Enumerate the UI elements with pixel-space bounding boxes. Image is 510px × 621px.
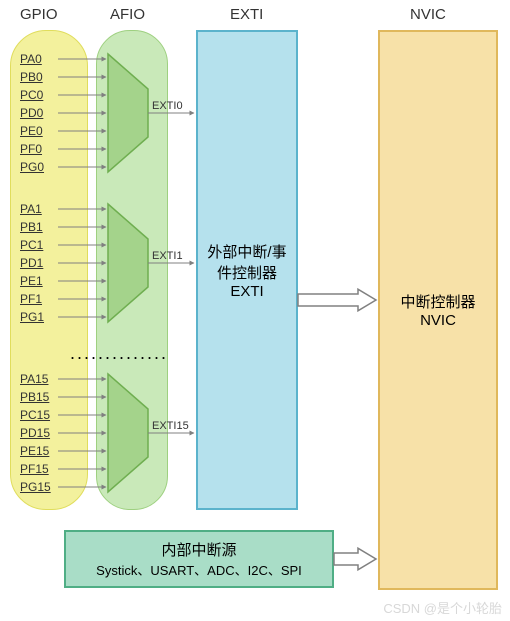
exti-box: 外部中断/事 件控制器 EXTI bbox=[196, 30, 298, 510]
pin-label: PC0 bbox=[20, 86, 80, 104]
nvic-line2: NVIC bbox=[380, 312, 496, 329]
pin-label: PE1 bbox=[20, 272, 80, 290]
pin-label: PG15 bbox=[20, 478, 80, 496]
internal-box: 内部中断源 Systick、USART、ADC、I2C、SPI bbox=[64, 530, 334, 588]
pin-label: PE0 bbox=[20, 122, 80, 140]
pin-label: PF0 bbox=[20, 140, 80, 158]
header-exti: EXTI bbox=[230, 6, 263, 23]
internal-line1: 内部中断源 bbox=[66, 539, 332, 560]
pin-label: PE15 bbox=[20, 442, 80, 460]
exti-line-label: EXTI0 bbox=[152, 100, 183, 112]
exti-line-label: EXTI15 bbox=[152, 420, 189, 432]
pin-label: PC1 bbox=[20, 236, 80, 254]
pin-label: PD0 bbox=[20, 104, 80, 122]
pin-group-0: PA0PB0PC0PD0PE0PF0PG0 bbox=[20, 50, 80, 176]
pin-label: PA1 bbox=[20, 200, 80, 218]
pin-label: PG0 bbox=[20, 158, 80, 176]
pin-label: PB0 bbox=[20, 68, 80, 86]
pin-label: PA0 bbox=[20, 50, 80, 68]
pin-group-2: PA15PB15PC15PD15PE15PF15PG15 bbox=[20, 370, 80, 496]
pin-label: PB1 bbox=[20, 218, 80, 236]
exti-line2: 件控制器 bbox=[198, 262, 296, 283]
ellipsis-dots: .............. bbox=[70, 343, 168, 364]
internal-line2: Systick、USART、ADC、I2C、SPI bbox=[66, 560, 332, 579]
header-afio: AFIO bbox=[110, 6, 145, 23]
pin-label: PC15 bbox=[20, 406, 80, 424]
exti-line1: 外部中断/事 bbox=[198, 241, 296, 262]
pin-label: PB15 bbox=[20, 388, 80, 406]
pin-label: PF1 bbox=[20, 290, 80, 308]
exti-line-label: EXTI1 bbox=[152, 250, 183, 262]
pin-group-1: PA1PB1PC1PD1PE1PF1PG1 bbox=[20, 200, 80, 326]
exti-line3: EXTI bbox=[198, 283, 296, 300]
nvic-line1: 中断控制器 bbox=[380, 291, 496, 312]
pin-label: PG1 bbox=[20, 308, 80, 326]
nvic-box: 中断控制器 NVIC bbox=[378, 30, 498, 590]
pin-label: PF15 bbox=[20, 460, 80, 478]
watermark: CSDN @是个小轮胎 bbox=[383, 598, 502, 617]
header-gpio: GPIO bbox=[20, 6, 58, 23]
pin-label: PA15 bbox=[20, 370, 80, 388]
pin-label: PD15 bbox=[20, 424, 80, 442]
pin-label: PD1 bbox=[20, 254, 80, 272]
header-nvic: NVIC bbox=[410, 6, 446, 23]
